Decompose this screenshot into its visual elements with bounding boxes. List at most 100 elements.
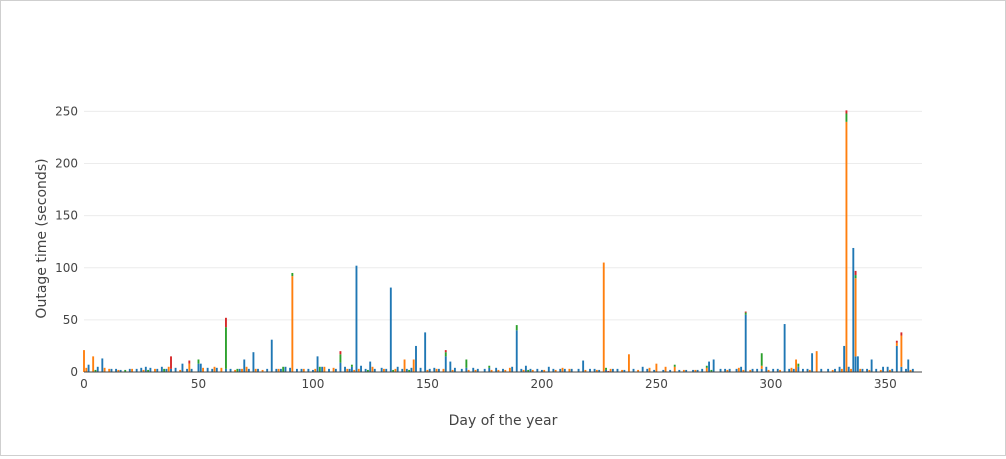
bar-segment[interactable] (236, 368, 239, 372)
bar-segment[interactable] (401, 368, 404, 372)
bar-segment[interactable] (316, 356, 319, 372)
bar-segment[interactable] (504, 369, 507, 372)
bar-segment[interactable] (344, 366, 346, 372)
bar-segment[interactable] (444, 352, 447, 357)
bar-segment[interactable] (247, 368, 250, 372)
bar-segment[interactable] (744, 311, 747, 313)
bar-segment[interactable] (582, 360, 585, 372)
bar-segment[interactable] (570, 368, 573, 372)
bar-segment[interactable] (199, 363, 202, 372)
bar-segment[interactable] (225, 317, 227, 328)
bar-segment[interactable] (488, 365, 491, 368)
bar-segment[interactable] (623, 369, 626, 372)
bar-segment[interactable] (760, 368, 763, 372)
bar-segment[interactable] (314, 368, 317, 372)
bar-segment[interactable] (149, 367, 152, 372)
bar-segment[interactable] (451, 369, 454, 372)
bar-segment[interactable] (735, 368, 738, 372)
bar-segment[interactable] (190, 368, 193, 372)
bar-segment[interactable] (911, 368, 914, 372)
bar-segment[interactable] (602, 262, 605, 372)
bar-segment[interactable] (852, 247, 855, 372)
bar-segment[interactable] (508, 367, 511, 372)
bar-segment[interactable] (909, 369, 912, 372)
bar-segment[interactable] (85, 367, 88, 372)
bar-segment[interactable] (483, 368, 486, 372)
bar-segment[interactable] (522, 369, 525, 372)
bar-segment[interactable] (403, 359, 406, 372)
bar-segment[interactable] (332, 367, 335, 372)
bar-segment[interactable] (595, 369, 598, 372)
bar-segment[interactable] (765, 366, 768, 372)
bar-segment[interactable] (554, 369, 557, 372)
bar-segment[interactable] (110, 368, 113, 372)
bar-segment[interactable] (719, 368, 722, 372)
bar-segment[interactable] (742, 369, 745, 372)
bar-segment[interactable] (346, 368, 349, 372)
bar-segment[interactable] (215, 367, 218, 372)
bar-segment[interactable] (531, 369, 534, 372)
bar-segment[interactable] (609, 368, 612, 372)
bar-segment[interactable] (907, 359, 910, 372)
bar-segment[interactable] (900, 335, 903, 367)
bar-segment[interactable] (845, 121, 848, 372)
bar-segment[interactable] (536, 368, 539, 372)
bar-segment[interactable] (845, 110, 848, 114)
bar-segment[interactable] (584, 369, 587, 372)
bar-segment[interactable] (353, 369, 356, 372)
bar-segment[interactable] (847, 366, 850, 372)
bar-segment[interactable] (442, 368, 445, 372)
bar-segment[interactable] (383, 368, 385, 372)
bar-segment[interactable] (875, 368, 878, 372)
bar-segment[interactable] (792, 368, 795, 372)
bar-segment[interactable] (428, 368, 431, 372)
bar-segment[interactable] (186, 368, 188, 372)
bar-segment[interactable] (295, 368, 298, 372)
bar-segment[interactable] (673, 364, 676, 367)
bar-segment[interactable] (664, 366, 667, 372)
bar-segment[interactable] (394, 368, 397, 372)
bar-segment[interactable] (103, 367, 106, 372)
bar-segment[interactable] (559, 368, 562, 372)
bar-segment[interactable] (767, 369, 770, 372)
bar-segment[interactable] (854, 356, 857, 372)
bar-segment[interactable] (238, 368, 241, 372)
bar-segment[interactable] (225, 327, 227, 369)
bar-segment[interactable] (160, 366, 163, 372)
bar-segment[interactable] (854, 278, 857, 357)
bar-segment[interactable] (369, 361, 372, 372)
bar-segment[interactable] (117, 369, 120, 372)
bar-segment[interactable] (673, 366, 676, 372)
bar-segment[interactable] (323, 366, 326, 372)
bar-segment[interactable] (444, 356, 447, 372)
bar-segment[interactable] (131, 368, 134, 372)
bar-segment[interactable] (856, 356, 859, 372)
bar-segment[interactable] (415, 345, 417, 372)
bar-segment[interactable] (339, 351, 342, 355)
bar-segment[interactable] (144, 366, 147, 372)
bar-segment[interactable] (206, 367, 209, 372)
bar-segment[interactable] (243, 359, 246, 372)
bar-segment[interactable] (355, 265, 358, 372)
bar-segment[interactable] (279, 368, 282, 372)
bar-segment[interactable] (476, 368, 479, 372)
bar-segment[interactable] (854, 275, 857, 279)
bar-segment[interactable] (472, 367, 475, 372)
bar-segment[interactable] (682, 369, 685, 372)
bar-segment[interactable] (424, 332, 427, 372)
bar-segment[interactable] (234, 369, 237, 372)
bar-segment[interactable] (465, 367, 468, 372)
bar-segment[interactable] (838, 366, 841, 372)
bar-segment[interactable] (611, 368, 614, 372)
bar-segment[interactable] (467, 369, 470, 372)
bar-segment[interactable] (405, 368, 408, 372)
bar-segment[interactable] (850, 368, 852, 372)
bar-segment[interactable] (811, 353, 814, 372)
bar-segment[interactable] (540, 369, 543, 372)
bar-segment[interactable] (202, 367, 204, 372)
bar-segment[interactable] (593, 368, 596, 372)
bar-segment[interactable] (637, 369, 640, 372)
bar-segment[interactable] (783, 324, 786, 372)
bar-segment[interactable] (284, 366, 287, 372)
bar-segment[interactable] (607, 370, 610, 372)
